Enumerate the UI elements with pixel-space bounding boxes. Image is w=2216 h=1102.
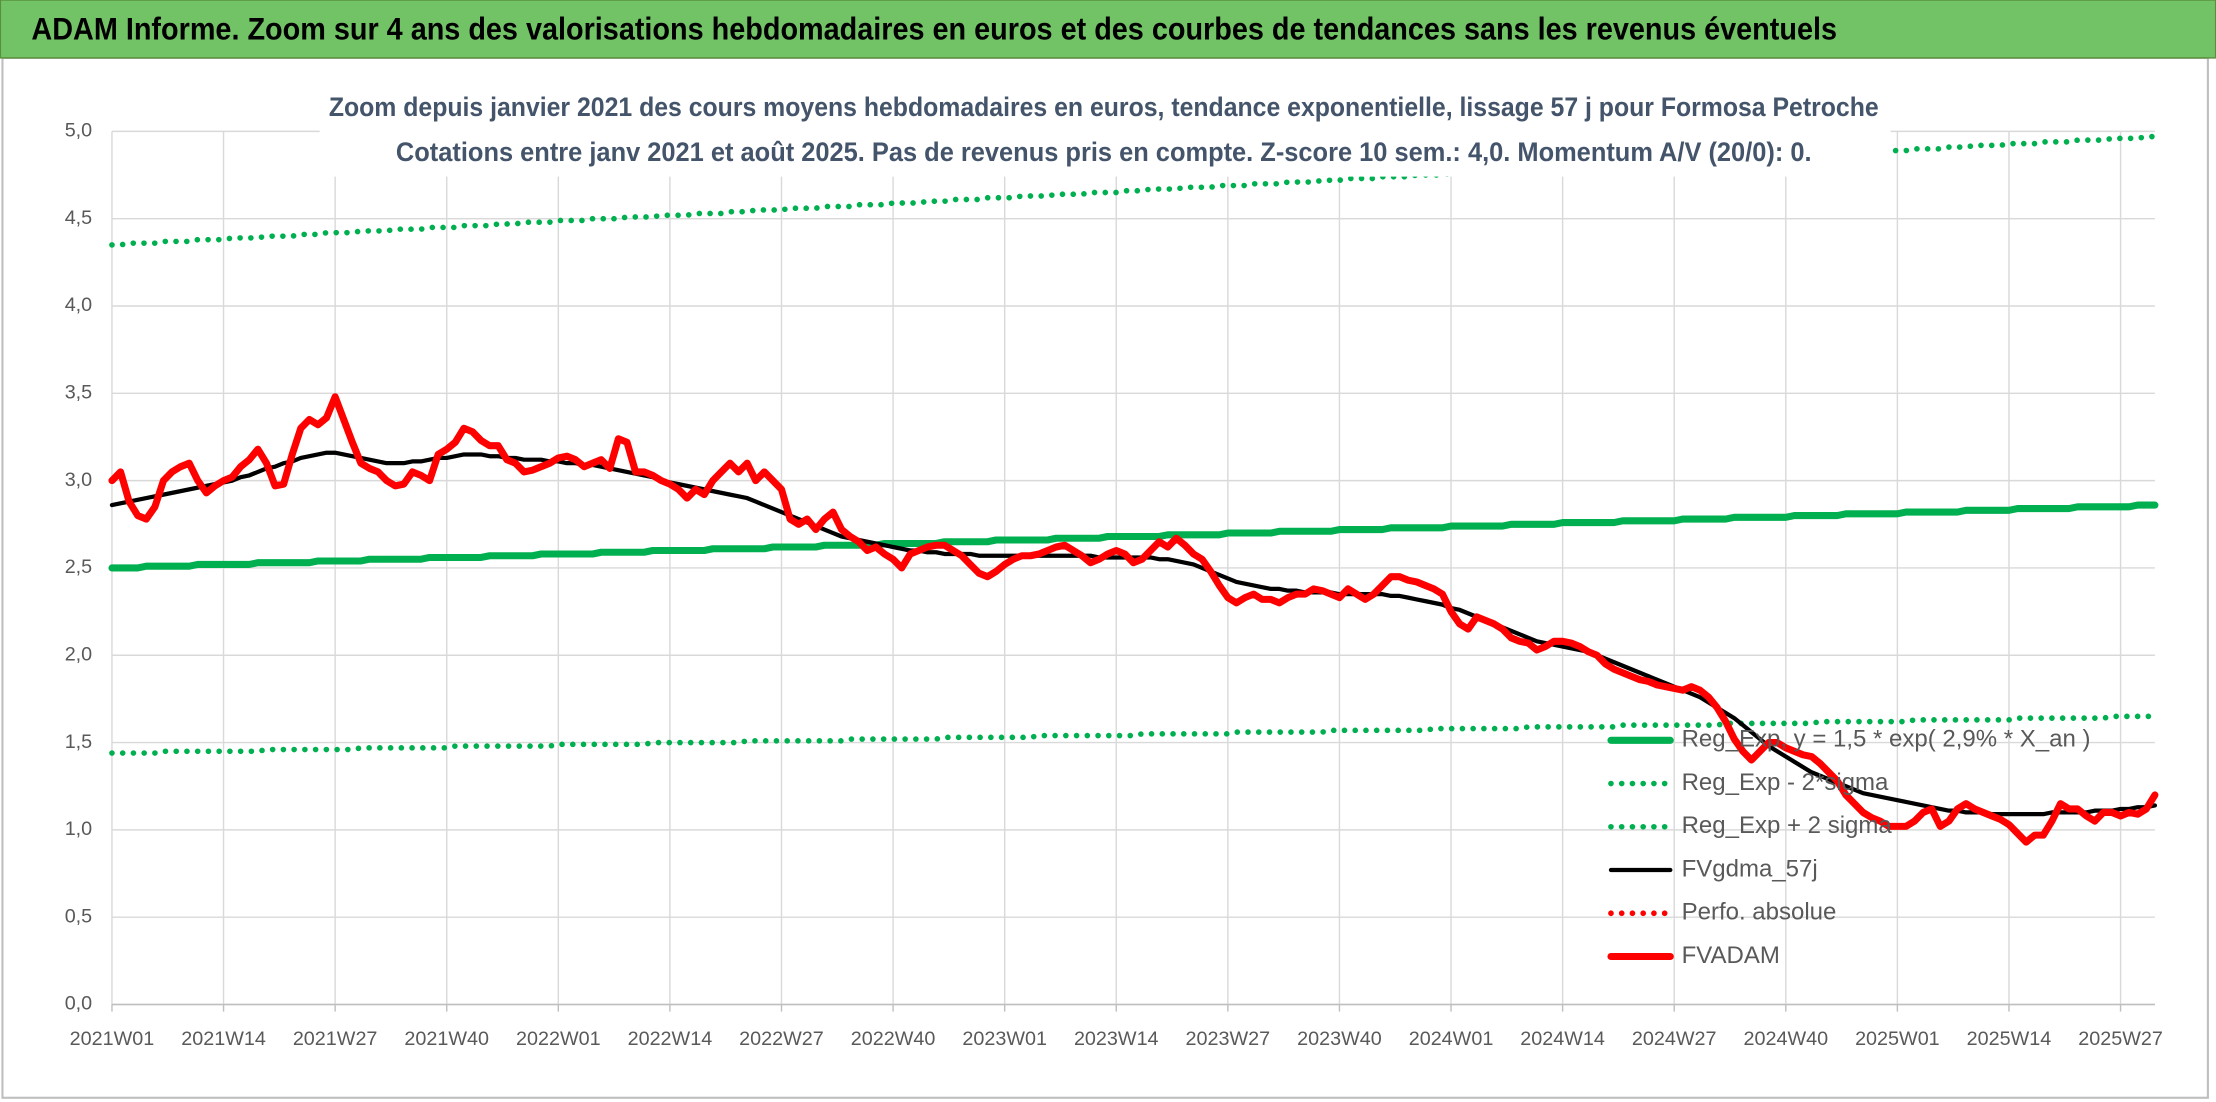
subtitle-box <box>319 81 1891 177</box>
legend-label: Reg_Exp - 2*sigma <box>1682 769 1889 796</box>
x-tick-label: 2025W14 <box>1967 1028 2052 1050</box>
y-tick-label: 1,0 <box>65 818 92 840</box>
plot-area: 0,0 0,5 1,0 1,5 2,0 2,5 3,0 3,5 4,0 4,5 5,0 2021W01… <box>65 120 2163 1050</box>
legend-label: Reg_Exp + 2 sigma <box>1682 812 1893 839</box>
x-tick-label: 2023W27 <box>1186 1028 1271 1050</box>
y-tick-label: 3,5 <box>65 382 92 404</box>
x-tick-label: 2025W27 <box>2078 1028 2163 1050</box>
x-tick-label: 2024W01 <box>1409 1028 1494 1050</box>
series-line <box>109 713 2158 756</box>
series-line <box>109 133 2158 248</box>
x-tick-label: 2023W01 <box>962 1028 1047 1050</box>
x-tick-label: 2022W40 <box>851 1028 936 1050</box>
y-tick-label: 2,0 <box>65 643 92 665</box>
legend-label: FVADAM <box>1682 942 1780 969</box>
legend-label: Reg_Exp, y = 1,5 * exp( 2,9% * X_an ) <box>1682 726 2091 753</box>
x-tick-label: 2021W40 <box>404 1028 489 1050</box>
y-tick-label: 0,0 <box>65 993 92 1015</box>
y-tick-label: 4,5 <box>65 207 92 229</box>
x-tick-label: 2022W01 <box>516 1028 601 1050</box>
x-tick-label: 2021W14 <box>181 1028 266 1050</box>
y-tick-label: 5,0 <box>65 120 92 142</box>
series-line <box>108 393 2159 846</box>
y-tick-label: 3,0 <box>65 469 92 491</box>
subtitle: Zoom depuis janvier 2021 des cours moyen… <box>329 92 1879 122</box>
x-tick-label: 2021W27 <box>293 1028 378 1050</box>
legend: Reg_Exp, y = 1,5 * exp( 2,9% * X_an ) Reg… <box>1607 726 2091 969</box>
legend-label: FVgdma_57j <box>1682 855 1818 882</box>
title-banner <box>0 0 2216 59</box>
y-tick-label: 2,5 <box>65 556 92 578</box>
x-tick-label: 2023W14 <box>1074 1028 1159 1050</box>
x-tick-label: 2024W27 <box>1632 1028 1717 1050</box>
legend-label: Perfo. absolue <box>1682 899 1837 926</box>
page-title: ADAM Informe. Zoom sur 4 ans des valoris… <box>31 11 1837 46</box>
y-tick-label: 1,5 <box>65 731 92 753</box>
series-line <box>108 501 2159 572</box>
y-tick-label: 4,0 <box>65 294 92 316</box>
x-tick-label: 2024W40 <box>1743 1028 1828 1050</box>
x-tick-label: 2024W14 <box>1520 1028 1605 1050</box>
x-tick-label: 2022W27 <box>739 1028 824 1050</box>
series-line <box>109 450 2158 817</box>
x-tick-label: 2025W01 <box>1855 1028 1940 1050</box>
x-tick-label: 2023W40 <box>1297 1028 1382 1050</box>
subtitle: Cotations entre janv 2021 et août 2025. … <box>396 137 1812 167</box>
x-tick-label: 2022W14 <box>628 1028 713 1050</box>
x-tick-label: 2021W01 <box>70 1028 155 1050</box>
y-tick-label: 0,5 <box>65 905 92 927</box>
